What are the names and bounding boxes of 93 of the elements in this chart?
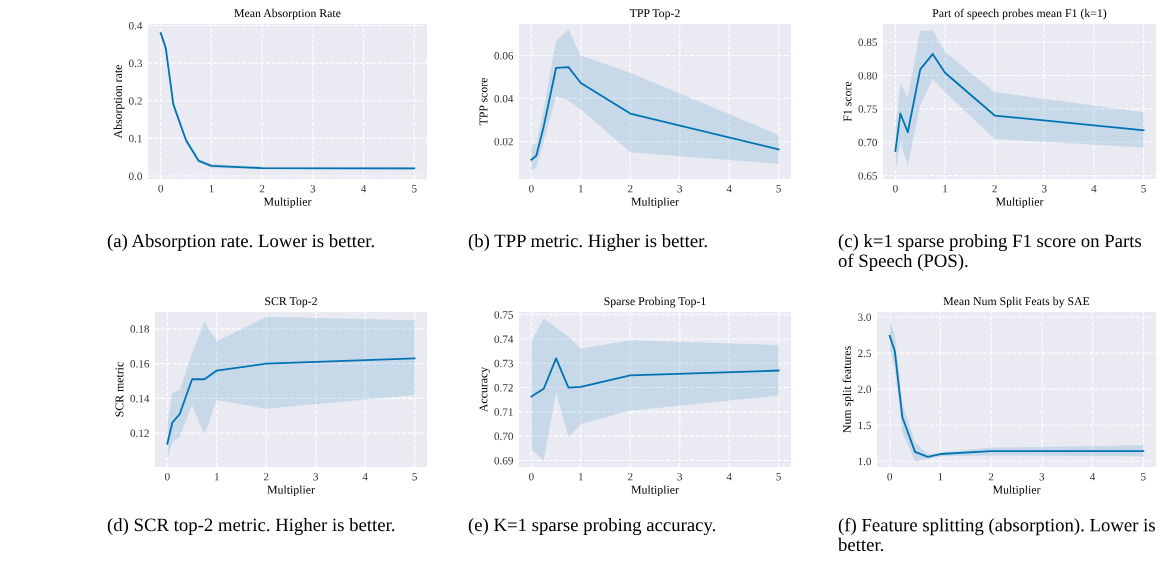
chart-title: SCR Top-2 — [265, 297, 317, 308]
y-tick-label: 0.70 — [858, 138, 878, 147]
line-series — [166, 357, 416, 445]
y-tick-label: 0.75 — [858, 105, 878, 113]
y-tick-label: 3.0 — [858, 313, 872, 322]
x-tick-label: 1 — [938, 472, 943, 481]
y-tick-label: 0.65 — [858, 172, 878, 180]
x-tick-label: 2 — [627, 472, 633, 481]
x-tick-label: 1 — [579, 184, 583, 193]
x-tick-label: 5 — [776, 184, 781, 193]
chart-title: Mean Absorption Rate — [234, 8, 341, 20]
line-series — [530, 357, 780, 398]
y-tick-label: 2.5 — [858, 349, 872, 358]
x-tick-label: 4 — [726, 184, 732, 193]
x-tick-label: 4 — [362, 472, 368, 481]
x-tick-label: 2 — [627, 184, 633, 193]
x-tick-label: 3 — [313, 472, 319, 481]
y-tick-label: 0.18 — [130, 325, 150, 333]
y-tick-label: 0.14 — [130, 394, 150, 403]
x-axis-title: Multiplier — [267, 485, 315, 497]
x-tick-label: 3 — [677, 184, 683, 193]
x-axis-title: Multiplier — [995, 197, 1044, 209]
x-tick-label: 3 — [1042, 184, 1047, 193]
y-tick-label: 0.75 — [494, 311, 514, 319]
y-tick-label: 0.70 — [494, 432, 514, 441]
x-tick-label: 2 — [988, 472, 994, 481]
text: (d) SCR top-2 metric. Higher is better. — [107, 518, 395, 536]
y-tick-label: 1.5 — [858, 421, 872, 430]
x-tick-label: 0 — [893, 184, 898, 193]
x-tick-label: 0 — [158, 184, 164, 193]
chart-title: Sparse Probing Top-1 — [604, 296, 706, 308]
x-axis-title: Multiplier — [631, 197, 679, 209]
chart-title: TPP Top-2 — [629, 9, 680, 20]
x-tick-label: 0 — [529, 184, 534, 193]
y-tick-label: 0.69 — [494, 456, 513, 465]
y-axis-title: Num split features — [842, 346, 854, 433]
x-tick-label: 1 — [943, 184, 948, 193]
y-tick-label: 0.1 — [128, 134, 142, 143]
x-tick-label: 5 — [1141, 184, 1146, 193]
y-axis-title: SCR metric — [115, 362, 124, 417]
x-tick-label: 4 — [1091, 184, 1097, 193]
x-tick-label: 1 — [579, 472, 583, 481]
x-tick-label: 4 — [726, 472, 732, 481]
text: (a) Absorption rate. Lower is better. — [107, 234, 374, 251]
x-tick-label: 4 — [1090, 472, 1096, 481]
chart-title: Part of speech probes mean F1 (k=1) — [932, 8, 1107, 20]
x-tick-label: 5 — [412, 472, 417, 481]
text: (b) TPP metric. Higher is better. — [468, 234, 707, 252]
x-tick-label: 2 — [259, 184, 265, 193]
line-series — [530, 66, 780, 161]
y-tick-label: 0.85 — [858, 38, 878, 47]
x-tick-label: 4 — [361, 184, 367, 193]
y-tick-label: 0.3 — [128, 59, 143, 68]
y-axis-title: Accuracy — [479, 366, 490, 412]
chart-title: Mean Num Split Feats by SAE — [943, 296, 1090, 308]
y-tick-label: 0.02 — [494, 137, 513, 146]
x-tick-label: 5 — [776, 472, 781, 481]
x-tick-label: 2 — [263, 472, 269, 481]
x-tick-label: 1 — [215, 472, 219, 481]
x-tick-label: 0 — [165, 472, 170, 481]
x-tick-label: 3 — [310, 184, 316, 193]
y-tick-label: 0.80 — [858, 71, 878, 80]
x-axis-title: Multiplier — [263, 197, 312, 209]
line-series — [894, 53, 1145, 152]
y-axis-title: F1 score — [843, 81, 852, 122]
y-tick-label: 0.12 — [130, 429, 149, 438]
y-tick-label: 0.04 — [494, 94, 514, 103]
y-tick-label: 0.06 — [494, 52, 514, 60]
x-axis-title: Multiplier — [992, 485, 1041, 497]
x-axis-title: Multiplier — [631, 485, 679, 497]
x-tick-label: 2 — [992, 184, 997, 193]
y-tick-label: 0.73 — [494, 359, 514, 368]
y-axis-title: TPP score — [479, 78, 488, 126]
x-tick-label: 3 — [1039, 472, 1045, 481]
x-tick-label: 5 — [1141, 472, 1146, 481]
y-tick-label: 0.72 — [494, 384, 513, 392]
x-tick-label: 1 — [209, 184, 214, 193]
y-tick-label: 0.4 — [128, 21, 143, 30]
y-tick-label: 2.0 — [858, 385, 872, 394]
text: (c) k=1 sparse probing F1 score on Parts of Speech (POS). — [838, 234, 1142, 271]
y-axis-title: Absorption rate — [113, 65, 125, 139]
y-tick-label: 0.74 — [494, 335, 514, 343]
x-tick-label: 5 — [412, 184, 417, 193]
y-tick-label: 0.2 — [128, 97, 142, 105]
y-tick-label: 0.16 — [130, 360, 150, 368]
y-tick-label: 0.71 — [494, 408, 513, 416]
x-tick-label: 0 — [887, 472, 893, 481]
y-tick-label: 1.0 — [858, 457, 872, 466]
y-tick-label: 0.0 — [128, 172, 143, 180]
text: (f) Feature splitting (absorption). Lower is better. — [838, 518, 1155, 552]
text: (e) K=1 sparse probing accuracy. — [468, 518, 716, 536]
x-tick-label: 3 — [677, 472, 683, 481]
x-tick-label: 0 — [529, 472, 534, 481]
